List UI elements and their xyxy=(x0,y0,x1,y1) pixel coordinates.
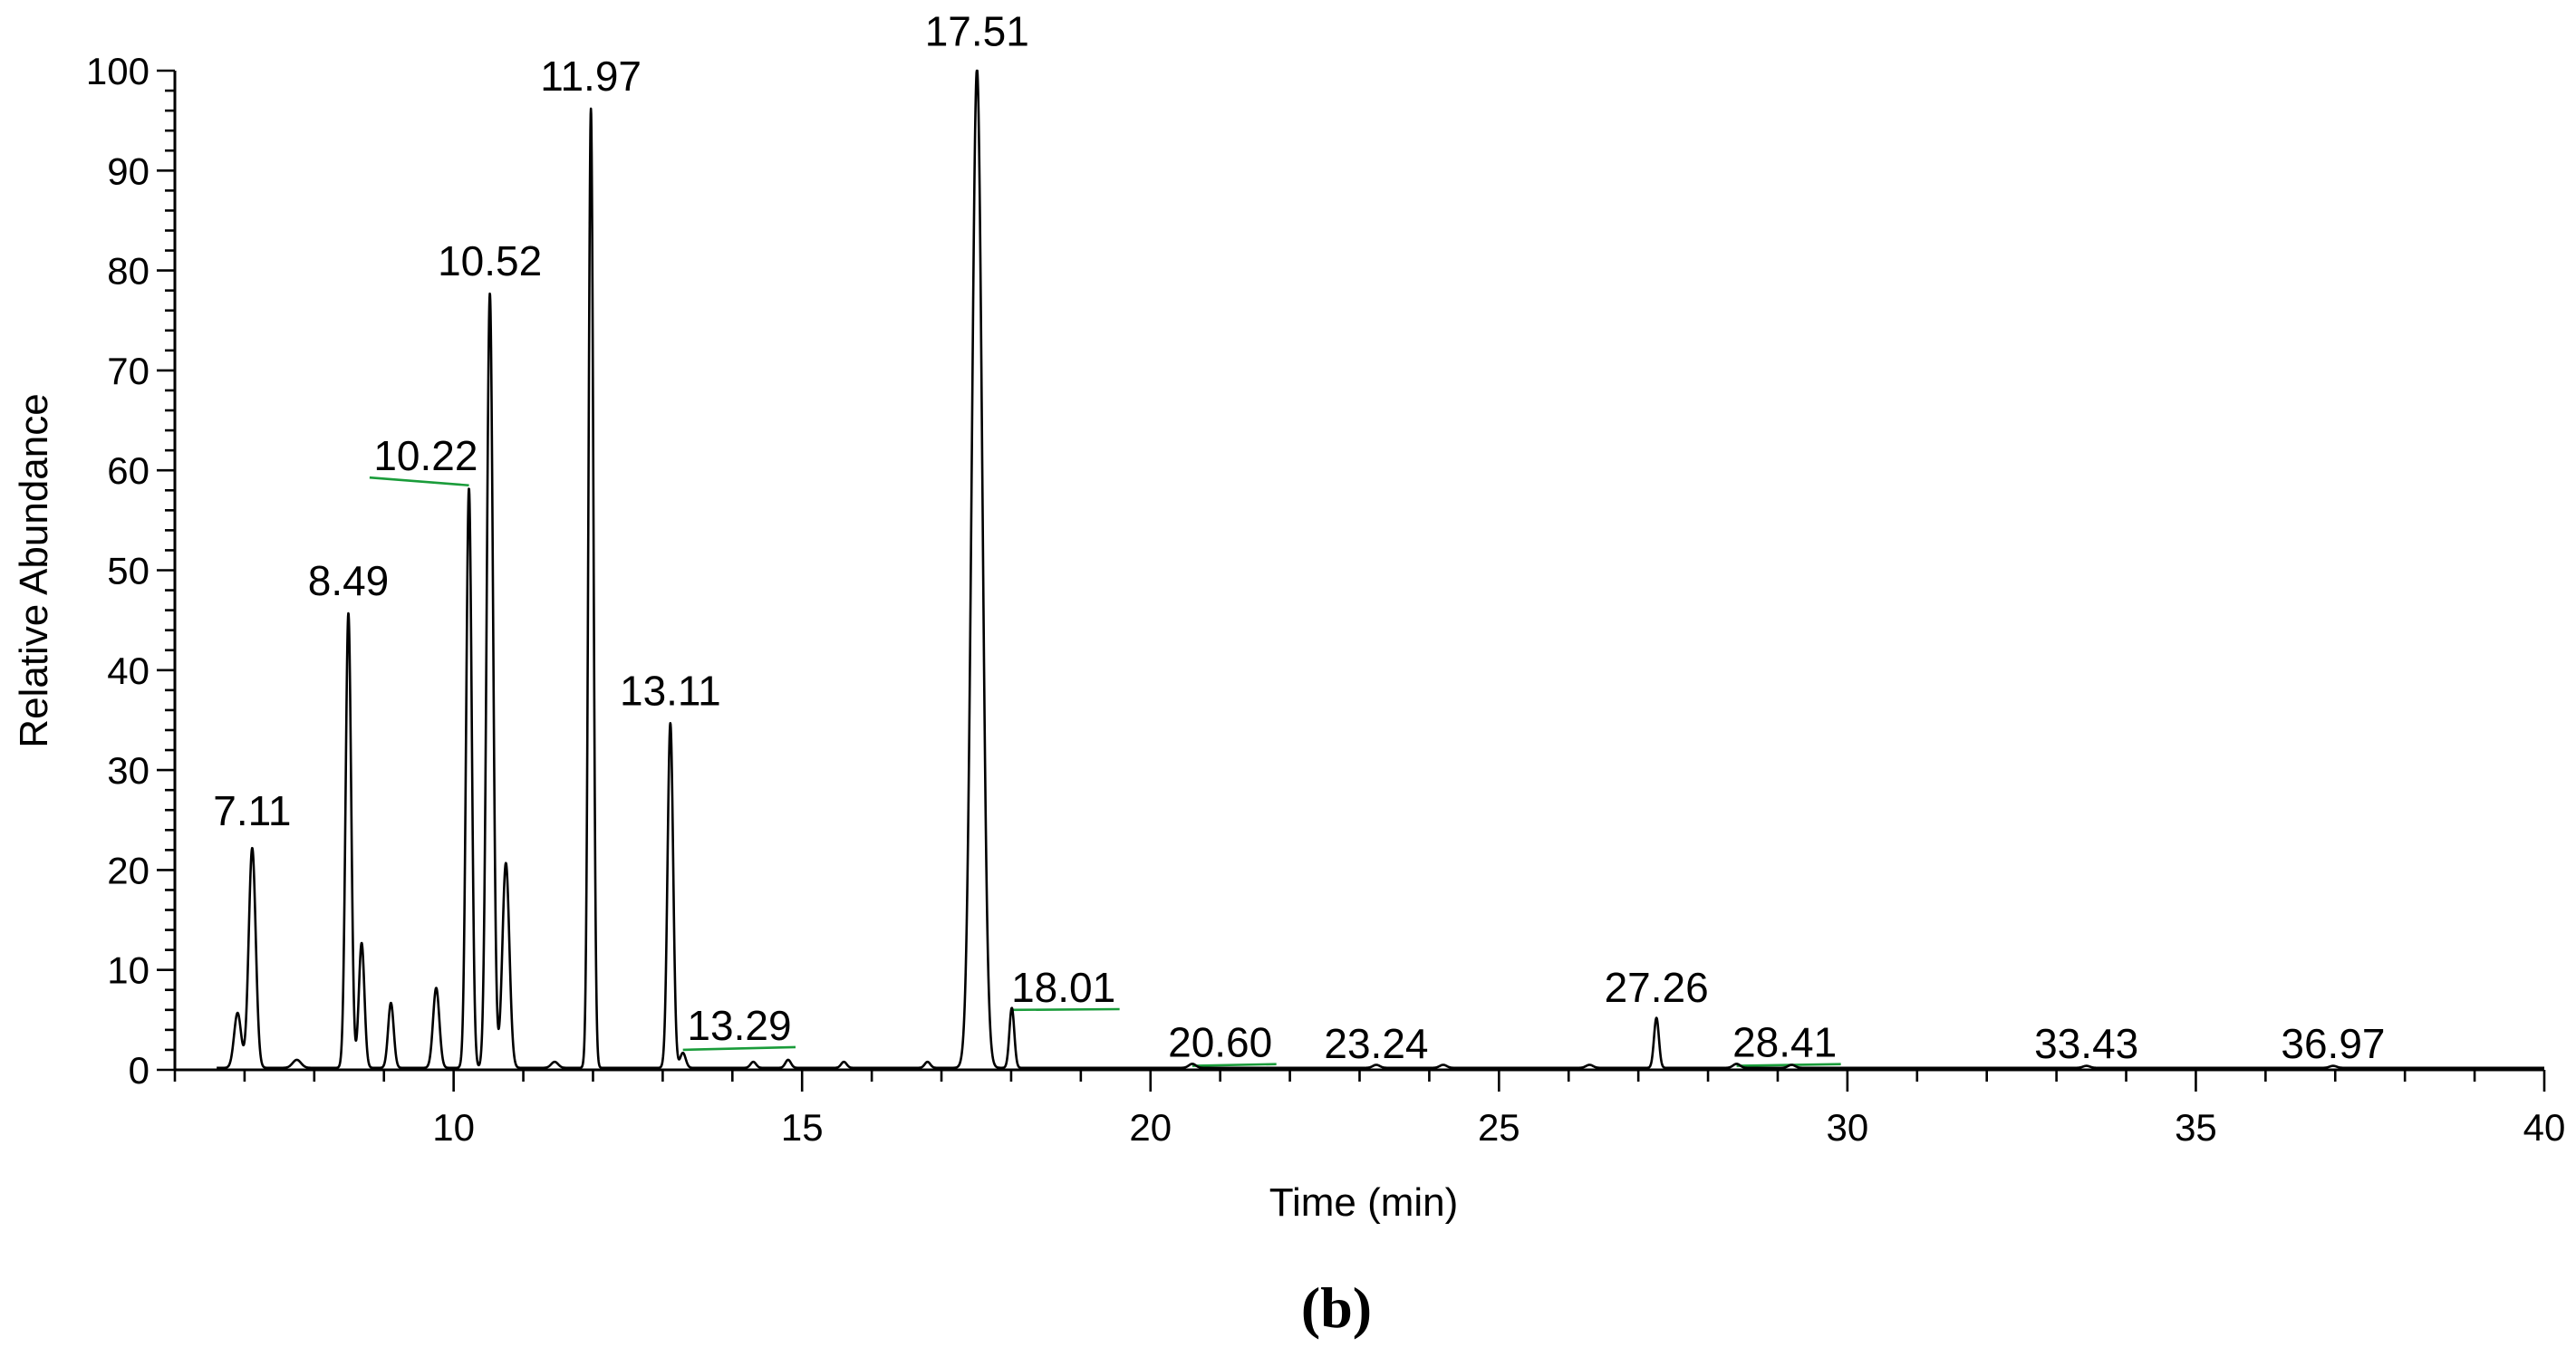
y-tick-label: 0 xyxy=(129,1049,150,1092)
x-tick-label: 30 xyxy=(1827,1106,1869,1149)
peak-label: 17.51 xyxy=(925,7,1029,54)
peak-label: 13.11 xyxy=(620,667,721,714)
x-tick-label: 25 xyxy=(1478,1106,1520,1149)
peak-labels: 7.11 8.49 10.22 10.52 11.97 13.11 13.29 17.51 18… xyxy=(213,7,2385,1066)
peak-label: 28.41 xyxy=(1732,1019,1837,1066)
axes: 0 10 20 30 40 50 60 70 80 90 100 10 15 20 25 30 35 40 xyxy=(86,50,2565,1149)
peak-label: 7.11 xyxy=(213,787,291,834)
peak-label: 8.49 xyxy=(308,557,390,604)
peak-leader-line xyxy=(682,1045,796,1052)
y-axis-title: Relative Abundance xyxy=(12,393,56,747)
y-tick-label: 100 xyxy=(86,50,150,92)
y-tick-label: 90 xyxy=(107,149,150,192)
y-ticks: 0 10 20 30 40 50 60 70 80 90 100 xyxy=(86,50,175,1092)
panel-label: (b) xyxy=(1301,1275,1372,1340)
x-axis-title: Time (min) xyxy=(1269,1180,1459,1225)
y-tick-label: 10 xyxy=(107,949,150,992)
peak-label: 27.26 xyxy=(1605,964,1709,1011)
x-tick-label: 35 xyxy=(2175,1106,2217,1149)
peak-leader-lines xyxy=(369,476,1841,1067)
peak-label: 18.01 xyxy=(1011,964,1115,1011)
y-tick-label: 30 xyxy=(107,749,150,792)
peak-leader-line xyxy=(369,476,469,487)
peak-label: 13.29 xyxy=(687,1002,791,1049)
x-tick-label: 40 xyxy=(2523,1106,2566,1149)
y-tick-label: 60 xyxy=(107,449,150,492)
x-ticks: 10 15 20 25 30 35 40 xyxy=(173,1070,2566,1149)
peak-label: 36.97 xyxy=(2281,1020,2385,1067)
x-tick-label: 10 xyxy=(432,1106,475,1149)
y-tick-label: 40 xyxy=(107,650,150,692)
y-tick-label: 80 xyxy=(107,250,150,293)
peak-label: 23.24 xyxy=(1324,1020,1428,1067)
y-tick-label: 70 xyxy=(107,350,150,392)
peak-label: 10.22 xyxy=(373,432,478,479)
peak-leader-line xyxy=(1192,1063,1277,1067)
y-tick-label: 20 xyxy=(107,849,150,891)
x-tick-label: 20 xyxy=(1129,1106,1172,1149)
peak-label: 10.52 xyxy=(438,237,542,284)
peak-leader-line xyxy=(1011,1007,1120,1012)
chromatogram-trace xyxy=(216,69,2546,1070)
y-tick-label: 50 xyxy=(107,550,150,592)
x-tick-label: 15 xyxy=(781,1106,824,1149)
peak-label: 33.43 xyxy=(2034,1020,2138,1067)
peak-label: 11.97 xyxy=(540,53,642,100)
peak-label: 20.60 xyxy=(1168,1019,1272,1066)
